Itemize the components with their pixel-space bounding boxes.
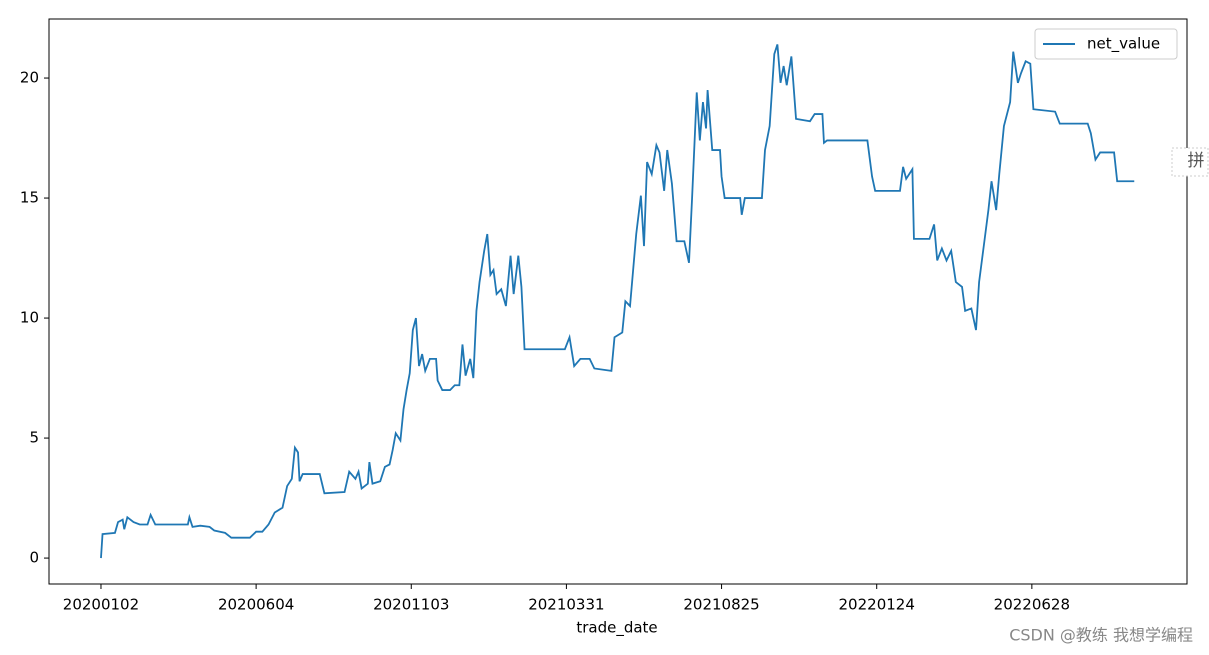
x-tick-label: 20200102 [63,596,139,614]
line [100,44,1135,559]
y-tick-label: 20 [20,69,39,87]
x-tick-label: 20220628 [994,596,1070,614]
legend-label: net_value [1087,35,1160,54]
x-tick-label: 20220124 [839,596,915,614]
side-icon: 拼 [1188,151,1205,171]
plot-frame [48,18,1188,585]
x-tick-label: 20210331 [528,596,604,614]
y-tick-label: 0 [29,549,39,567]
y-tick-label: 10 [20,309,39,327]
x-tick-label: 20200604 [218,596,294,614]
legend-box [1034,28,1178,60]
y-tick-label: 5 [29,429,39,447]
x-axis-label: trade_date [576,619,657,638]
y-tick-label: 15 [20,189,39,207]
watermark: CSDN @教练 我想学编程 [1009,626,1193,645]
side-icon-box [1171,147,1209,177]
x-tick-label: 20201103 [373,596,449,614]
x-tick-label: 20210825 [683,596,759,614]
